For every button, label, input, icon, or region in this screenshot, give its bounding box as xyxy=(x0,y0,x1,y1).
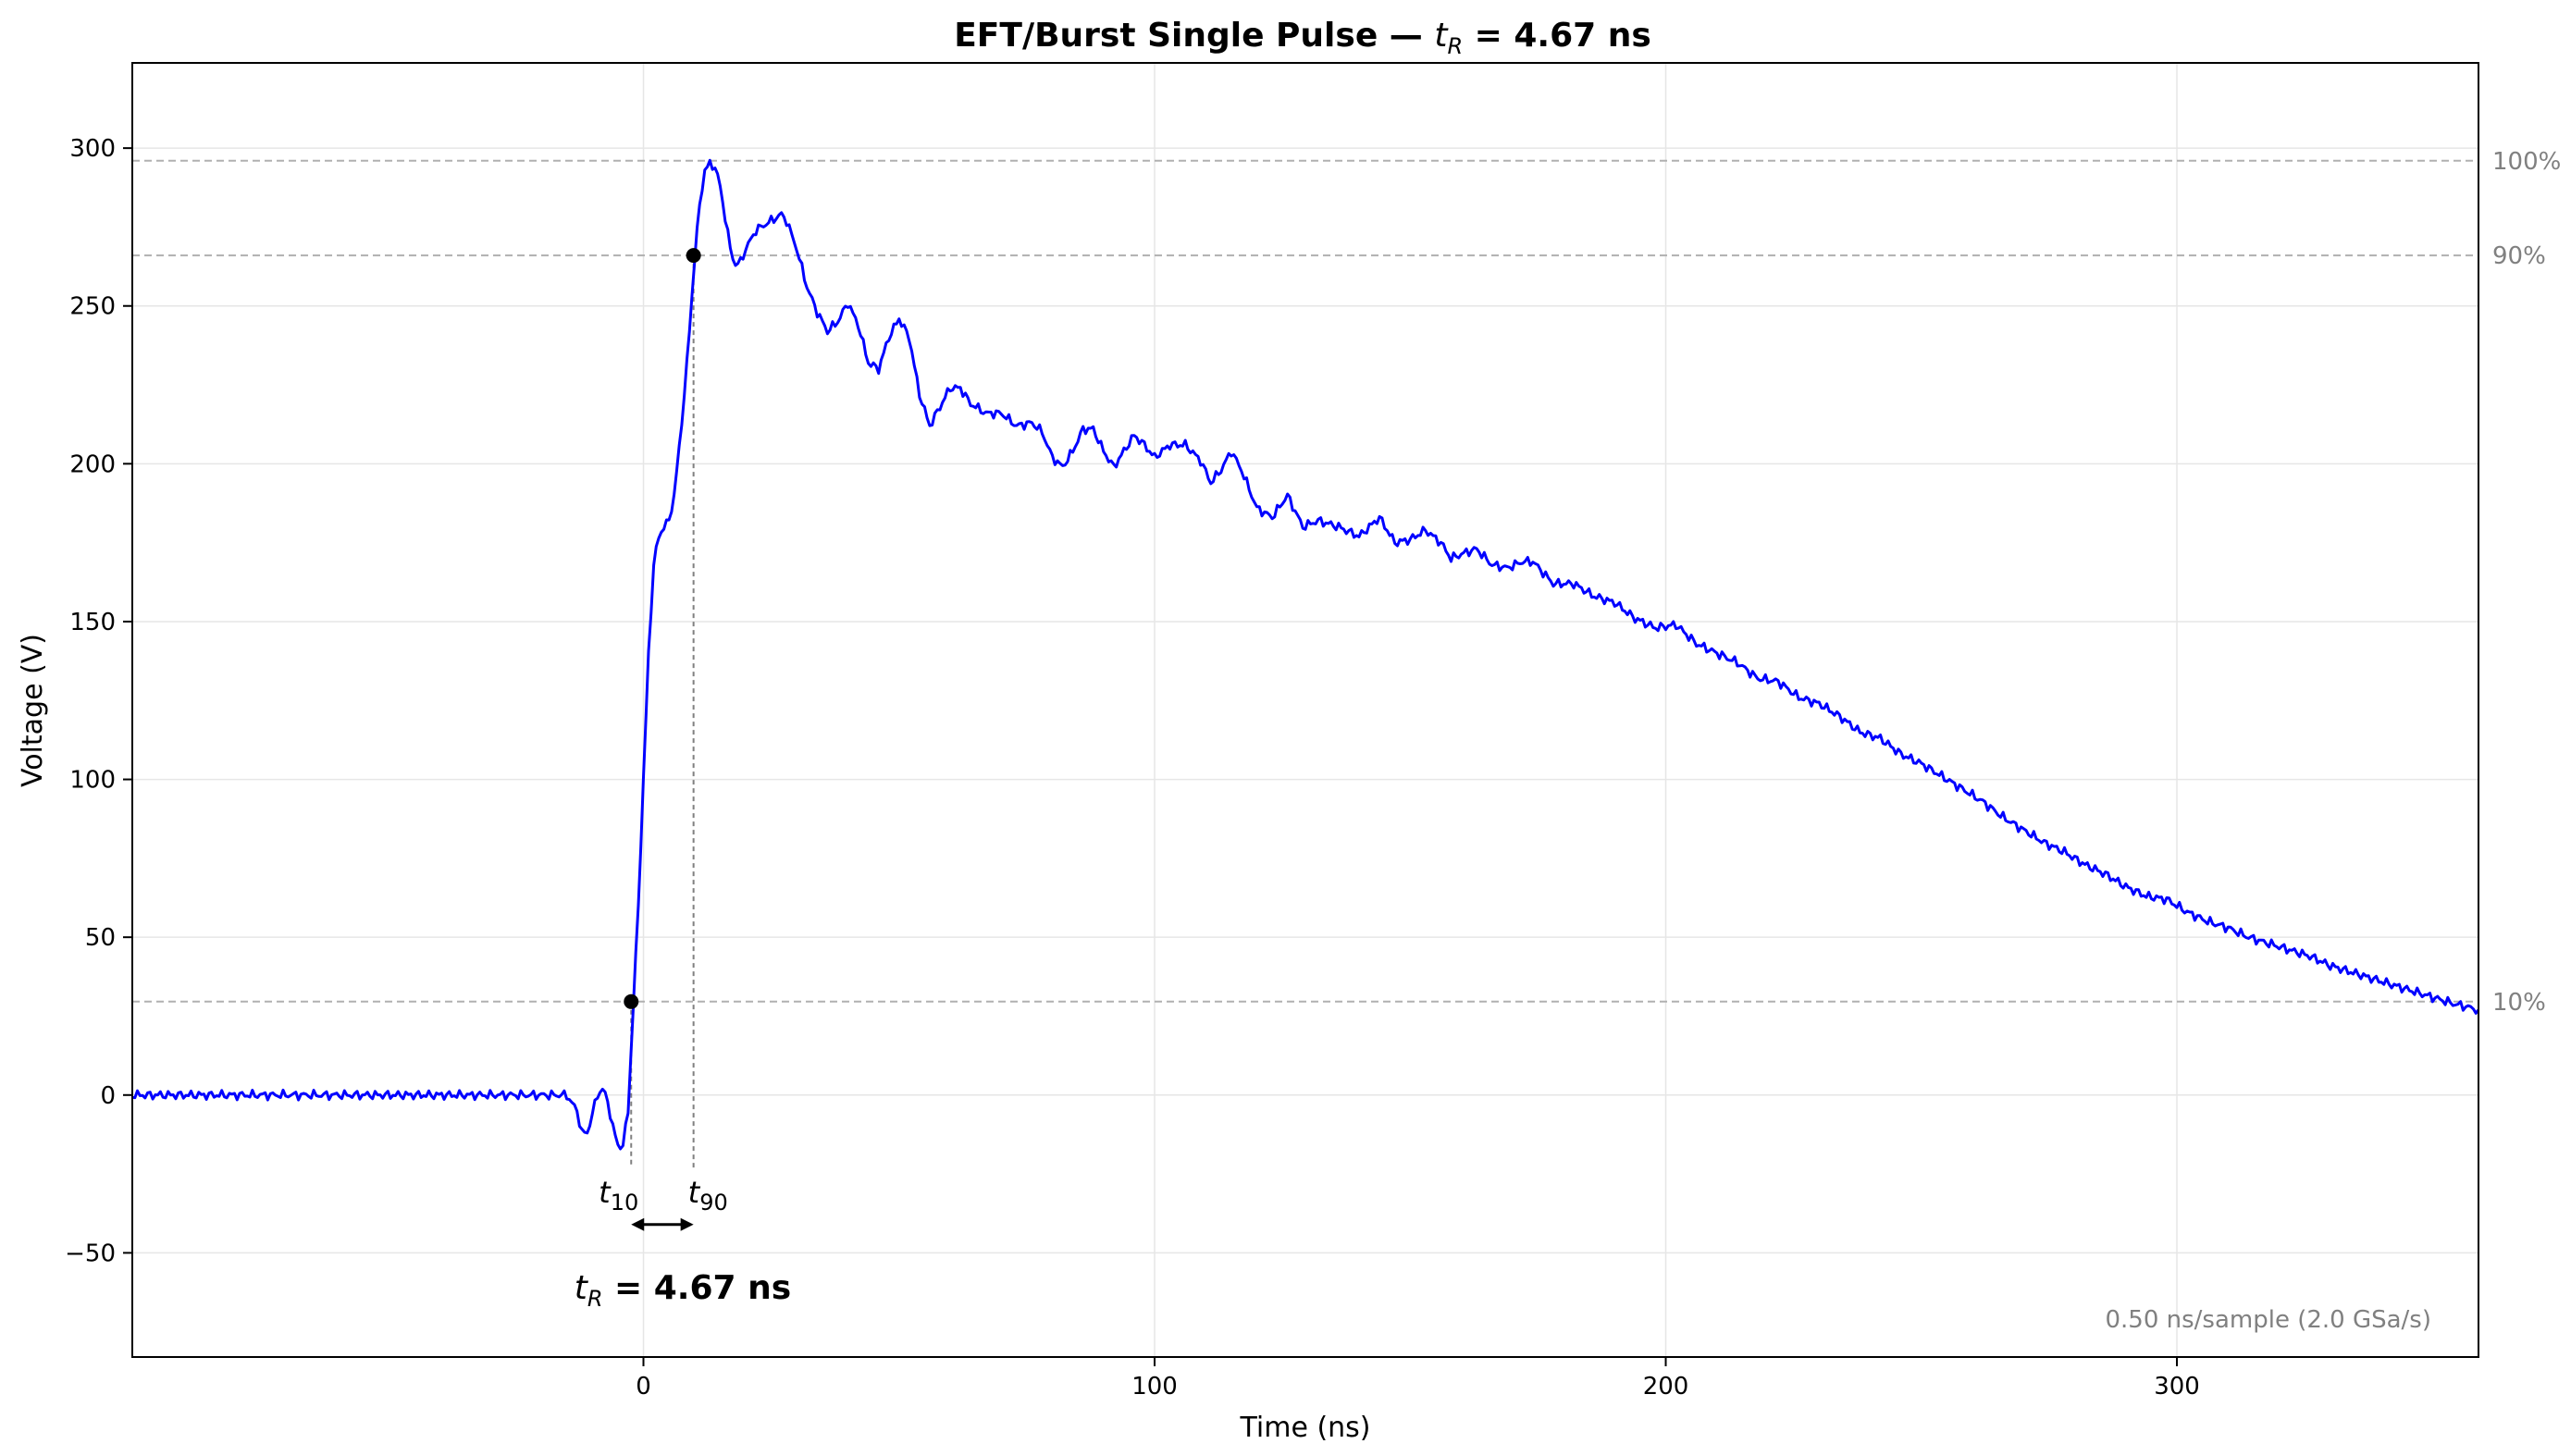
reference-line-label: 100% xyxy=(2492,148,2561,176)
axes-frame xyxy=(131,62,2479,1358)
plot-area xyxy=(131,158,2480,1151)
x-axis-ticks: 0 100 200 300 xyxy=(636,1357,2200,1400)
grid xyxy=(132,63,2478,1357)
t90-label: t90 xyxy=(688,1175,728,1215)
y-tick-label: 100 xyxy=(69,767,116,795)
y-axis-ticks: −50 0 50 100 150 200 250 300 xyxy=(65,135,132,1267)
x-tick-label: 100 xyxy=(1131,1373,1178,1400)
y-tick-label: −50 xyxy=(65,1240,116,1267)
x-tick-label: 200 xyxy=(1643,1373,1689,1400)
y-axis-label: Voltage (V) xyxy=(17,634,49,787)
y-tick-label: 50 xyxy=(85,924,116,952)
t10-label: t10 xyxy=(599,1175,638,1215)
x-tick-label: 0 xyxy=(636,1373,651,1400)
rise-time-annotation: t10 t90 tR = 4.67 ns xyxy=(575,1175,791,1312)
reference-line-label: 10% xyxy=(2492,989,2546,1017)
x-tick-label: 300 xyxy=(2154,1373,2200,1400)
sample-rate-note: 0.50 ns/sample (2.0 GSa/s) xyxy=(2105,1306,2431,1334)
x-axis-label: Time (ns) xyxy=(1239,1412,1370,1444)
y-tick-label: 300 xyxy=(69,135,116,163)
reference-line-label: 90% xyxy=(2492,242,2546,270)
arrow-head-right-icon xyxy=(680,1217,694,1231)
threshold-marker xyxy=(686,248,701,264)
threshold-marker xyxy=(624,993,639,1009)
rise-time-label: tR = 4.67 ns xyxy=(575,1269,791,1312)
arrow-head-left-icon xyxy=(631,1217,645,1231)
chart-title: EFT/Burst Single Pulse — tR = 4.67 ns xyxy=(954,17,1651,59)
voltage-trace xyxy=(131,158,2480,1151)
y-tick-label: 0 xyxy=(100,1082,116,1110)
reference-lines: 100% 90% 10% xyxy=(132,148,2561,1017)
y-tick-label: 150 xyxy=(69,609,116,636)
y-tick-label: 200 xyxy=(69,450,116,478)
y-tick-label: 250 xyxy=(69,293,116,321)
